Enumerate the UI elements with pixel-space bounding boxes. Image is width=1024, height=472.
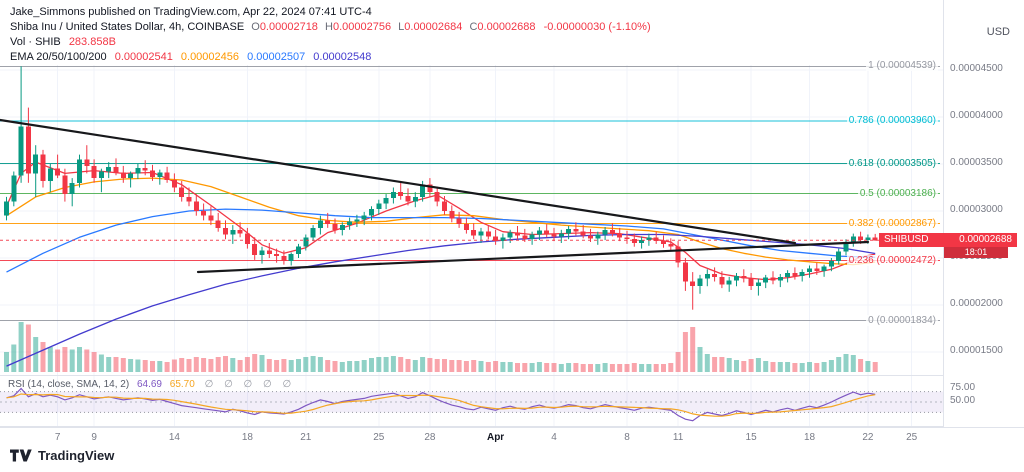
price-scale-label: 0.00002000 xyxy=(950,298,1003,309)
ema200-value: 0.00002548 xyxy=(313,51,372,63)
fib-level-label: 0.5 (0.00003186) xyxy=(857,187,938,199)
price-scale-label: 0.00004000 xyxy=(950,110,1003,121)
time-axis-label: 18 xyxy=(803,432,816,443)
high-label: H xyxy=(325,21,333,33)
time-axis-border xyxy=(0,427,1024,428)
time-axis-label: 11 xyxy=(672,432,684,443)
time-axis-label: 22 xyxy=(862,432,874,443)
low-value: 0.00002684 xyxy=(404,21,463,33)
change-value: -0.00000030 (-1.10%) xyxy=(543,21,651,33)
time-axis-label: 9 xyxy=(91,432,97,443)
fib-level-label: 0.236 (0.00002472) xyxy=(846,254,938,266)
ema-label: EMA 20/50/100/200 xyxy=(10,51,107,63)
rsi-sma-value: 65.70 xyxy=(169,379,195,390)
chart-header: Jake_Simmons published on TradingView.co… xyxy=(10,5,651,65)
rsi-legend[interactable]: RSI (14, close, SMA, 14, 2) 64.69 65.70 … xyxy=(8,379,295,390)
ema100-value: 0.00002507 xyxy=(247,51,306,63)
rsi-title: RSI (14, close, SMA, 14, 2) xyxy=(8,379,130,390)
time-axis-label: 15 xyxy=(745,432,757,443)
rsi-scale-label: 50.00 xyxy=(950,395,976,406)
price-scale-label: 0.00001500 xyxy=(950,345,1003,356)
rsi-scale-label: 75.00 xyxy=(950,382,976,393)
currency-toggle[interactable]: USD xyxy=(986,26,1010,38)
volume-row: Vol · SHIB 283.858B xyxy=(10,35,651,50)
rsi-value: 64.69 xyxy=(136,379,162,390)
time-axis-label: 18 xyxy=(241,432,253,443)
badge-symbol: SHIBUSD xyxy=(884,234,929,245)
last-price-badge[interactable]: SHIBUSD 0.00002688 18:01 xyxy=(879,233,1017,258)
fib-level-label: 0 (0.00001834) xyxy=(866,314,938,326)
bar-countdown: 18:01 xyxy=(944,247,1008,258)
published-line: Jake_Simmons published on TradingView.co… xyxy=(10,6,372,18)
time-axis-label: 8 xyxy=(624,432,630,443)
price-scale[interactable] xyxy=(943,0,1024,427)
time-axis-label: 7 xyxy=(54,432,61,443)
time-axis-label: 25 xyxy=(373,432,385,443)
low-label: L xyxy=(398,21,405,33)
high-value: 0.00002756 xyxy=(332,21,392,33)
ema50-value: 0.00002456 xyxy=(180,51,240,63)
rsi-hidden-values: ∅ ∅ ∅ ∅ ∅ xyxy=(204,379,296,390)
ema-row: EMA 20/50/100/200 0.00002541 0.00002456 … xyxy=(10,50,651,65)
tradingview-logo-text: TradingView xyxy=(38,448,115,463)
time-axis-label: 28 xyxy=(424,432,436,443)
price-scale-label: 0.00004500 xyxy=(950,63,1003,74)
fib-level-label: 0.382 (0.00002867) xyxy=(846,217,938,229)
time-axis-label: 14 xyxy=(168,432,180,443)
badge-price: 0.00002688 xyxy=(959,234,1012,245)
time-axis-label: 4 xyxy=(551,432,557,443)
volume-label: Vol · SHIB xyxy=(10,36,61,48)
price-scale-label: 0.00003000 xyxy=(950,204,1003,215)
symbol-title[interactable]: Shiba Inu / United States Dollar, 4h, CO… xyxy=(10,21,245,33)
fib-level-label: 0.618 (0.00003505) xyxy=(846,157,938,169)
fib-level-label: 0.786 (0.00003960) xyxy=(846,114,938,126)
time-axis-label: 21 xyxy=(300,432,312,443)
fib-level-label: 1 (0.00004539) xyxy=(866,60,938,72)
time-axis-label: Apr xyxy=(486,432,505,443)
price-scale-label: 0.00003500 xyxy=(950,157,1003,168)
time-axis-label: 25 xyxy=(906,432,918,443)
open-value: 0.00002718 xyxy=(259,21,318,33)
close-label: C xyxy=(469,21,478,33)
close-value: 0.00002688 xyxy=(477,21,536,33)
tradingview-logo-link[interactable]: TradingView xyxy=(10,448,114,463)
open-label: O xyxy=(251,21,260,33)
ema20-value: 0.00002541 xyxy=(114,51,173,63)
main-chart-canvas[interactable] xyxy=(0,65,943,427)
volume-value: 283.858B xyxy=(68,36,116,48)
symbol-ohlc-row: Shiba Inu / United States Dollar, 4h, CO… xyxy=(10,20,651,35)
tradingview-logo-icon xyxy=(10,449,32,462)
